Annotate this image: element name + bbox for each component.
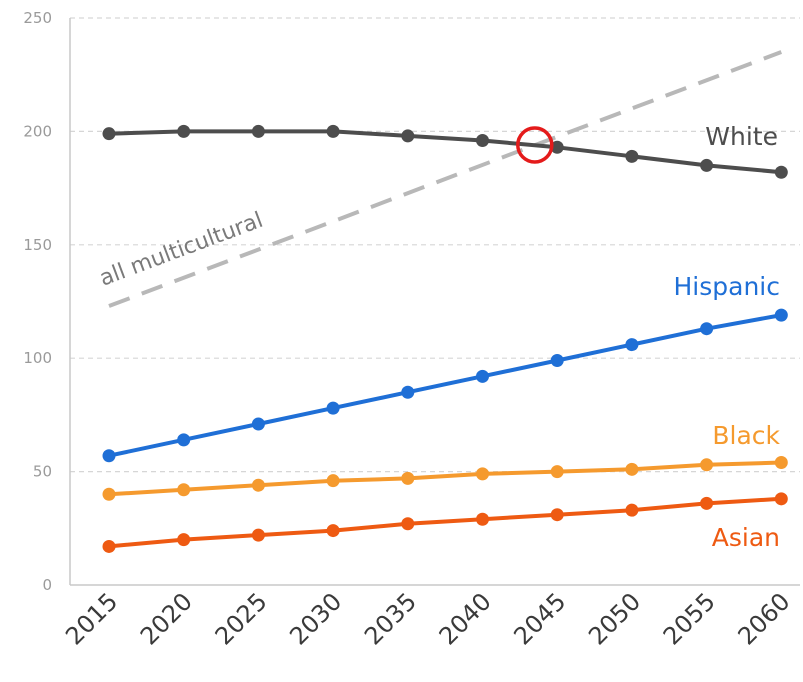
series-lines <box>102 124 788 553</box>
white-data-point <box>177 124 191 138</box>
x-tick-label: 2030 <box>284 587 347 650</box>
hispanic-data-point <box>102 449 116 463</box>
black-data-point <box>550 465 564 479</box>
asian-data-point <box>625 503 639 517</box>
hispanic-data-point <box>700 322 714 336</box>
asian-data-point <box>326 524 340 538</box>
hispanic-data-point <box>476 369 489 383</box>
x-tick-label: 2020 <box>135 587 198 650</box>
asian-data-point <box>700 496 714 510</box>
asian-data-point <box>401 517 415 531</box>
y-tick-labels: 0 50 100 150 200 250 <box>23 9 52 594</box>
all-multicultural-dashed-line <box>108 50 783 308</box>
black-data-point <box>251 478 265 492</box>
hispanic-data-point <box>326 401 340 415</box>
asian-data-point <box>476 512 489 526</box>
white-series-line <box>107 129 784 175</box>
y-tick-label: 100 <box>23 349 52 367</box>
white-data-point <box>102 127 116 141</box>
annotation-layer <box>516 126 554 164</box>
white-data-point <box>326 124 340 138</box>
black-data-point <box>102 487 116 501</box>
hispanic-data-point <box>177 433 191 447</box>
hispanic-data-point <box>774 308 788 322</box>
asian-data-point <box>177 533 191 547</box>
hispanic-data-point <box>401 385 415 399</box>
x-tick-label: 2025 <box>210 587 273 650</box>
asian-series-label: Asian <box>712 523 780 552</box>
x-tick-label: 2060 <box>733 587 796 650</box>
black-series-line <box>107 460 784 497</box>
x-tick-labels: 2015 2020 2025 2030 2035 2040 2045 2050 2055 2060 <box>60 587 795 650</box>
black-data-point <box>177 483 191 497</box>
white-data-point <box>401 129 415 143</box>
black-data-point <box>401 471 415 485</box>
hispanic-series-label: Hispanic <box>674 272 781 301</box>
x-tick-label: 2015 <box>60 587 123 650</box>
black-data-point <box>326 474 340 488</box>
white-series-label: White <box>705 122 778 151</box>
asian-data-point <box>102 539 116 553</box>
x-tick-label: 2050 <box>583 587 646 650</box>
x-tick-label: 2040 <box>434 587 497 650</box>
x-tick-label: 2055 <box>658 587 721 650</box>
asian-data-point <box>251 528 265 542</box>
white-data-point <box>476 133 489 147</box>
x-tick-label: 2035 <box>359 587 422 650</box>
all-multicultural-series: all multicultural <box>96 50 783 308</box>
white-data-point <box>251 124 265 138</box>
black-series-label: Black <box>712 421 780 450</box>
hispanic-data-point <box>251 417 265 431</box>
asian-series-line <box>107 496 784 549</box>
white-data-point <box>774 165 788 179</box>
hispanic-data-point <box>625 338 639 352</box>
y-tick-label: 150 <box>23 236 52 254</box>
white-data-point <box>700 158 714 172</box>
hispanic-series-line <box>107 313 784 458</box>
highlight-circle <box>516 126 554 164</box>
y-tick-label: 50 <box>33 463 52 481</box>
series-labels: White Hispanic Black Asian <box>674 122 781 552</box>
black-data-point <box>774 456 788 470</box>
white-data-point <box>625 149 639 163</box>
y-tick-label: 200 <box>23 122 52 140</box>
black-data-point <box>625 462 639 476</box>
x-tick-label: 2045 <box>508 587 571 650</box>
black-data-point <box>476 467 489 481</box>
white-data-point <box>550 140 564 154</box>
y-tick-label: 250 <box>23 9 52 27</box>
y-tick-label: 0 <box>42 576 52 594</box>
asian-data-point <box>774 492 788 506</box>
asian-data-point <box>550 508 564 522</box>
hispanic-data-point <box>550 353 564 367</box>
black-data-point <box>700 458 714 472</box>
